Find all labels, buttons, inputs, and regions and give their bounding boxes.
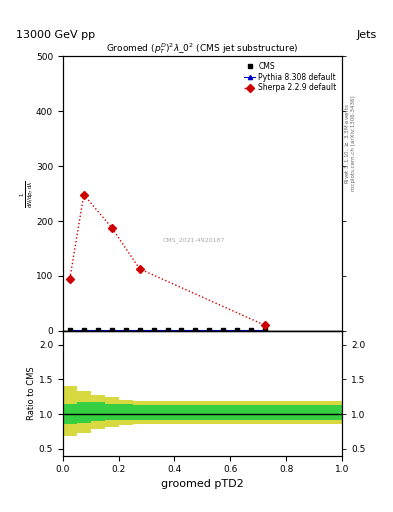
Text: 13000 GeV pp: 13000 GeV pp [16, 30, 95, 40]
Pythia 8.308 default [95, 327, 100, 333]
Pythia 8.308 default [81, 327, 86, 333]
Line: CMS: CMS [68, 327, 268, 332]
Sherpa 2.2.9 default [81, 191, 86, 198]
Pythia 8.308 default [249, 327, 253, 333]
Pythia 8.308 default [68, 327, 72, 333]
CMS [263, 327, 268, 333]
X-axis label: groomed pTD2: groomed pTD2 [161, 479, 244, 488]
Text: Rivet 3.1.10, $\geq$ 3.3M events: Rivet 3.1.10, $\geq$ 3.3M events [344, 103, 351, 184]
CMS [123, 327, 128, 333]
CMS [81, 327, 86, 333]
CMS [95, 327, 100, 333]
Line: Sherpa 2.2.9 default: Sherpa 2.2.9 default [67, 192, 268, 328]
CMS [165, 327, 170, 333]
Pythia 8.308 default [109, 327, 114, 333]
Line: Pythia 8.308 default: Pythia 8.308 default [68, 328, 267, 332]
CMS [235, 327, 240, 333]
Pythia 8.308 default [193, 327, 198, 333]
CMS [249, 327, 253, 333]
Pythia 8.308 default [123, 327, 128, 333]
Legend: CMS, Pythia 8.308 default, Sherpa 2.2.9 default: CMS, Pythia 8.308 default, Sherpa 2.2.9 … [242, 60, 338, 94]
CMS [221, 327, 226, 333]
Text: mcplots.cern.ch [arXiv:1306.3436]: mcplots.cern.ch [arXiv:1306.3436] [351, 96, 356, 191]
Sherpa 2.2.9 default [68, 275, 72, 282]
Pythia 8.308 default [207, 327, 212, 333]
Y-axis label: $\frac{1}{\mathrm{d}N/\mathrm{d}p_T\,\mathrm{d}\lambda}$: $\frac{1}{\mathrm{d}N/\mathrm{d}p_T\,\ma… [18, 180, 35, 207]
Pythia 8.308 default [137, 327, 142, 333]
Text: Jets: Jets [357, 30, 377, 40]
Pythia 8.308 default [235, 327, 240, 333]
Sherpa 2.2.9 default [109, 225, 114, 231]
CMS [193, 327, 198, 333]
Pythia 8.308 default [263, 327, 268, 333]
CMS [137, 327, 142, 333]
Sherpa 2.2.9 default [263, 323, 268, 329]
Pythia 8.308 default [221, 327, 226, 333]
Pythia 8.308 default [151, 327, 156, 333]
CMS [179, 327, 184, 333]
Sherpa 2.2.9 default [137, 266, 142, 272]
CMS [109, 327, 114, 333]
CMS [207, 327, 212, 333]
Text: CMS_2021-4920187: CMS_2021-4920187 [163, 238, 225, 243]
Y-axis label: Ratio to CMS: Ratio to CMS [27, 367, 36, 420]
CMS [68, 327, 72, 333]
Title: Groomed $(p_T^D)^2\lambda\_0^2$ (CMS jet substructure): Groomed $(p_T^D)^2\lambda\_0^2$ (CMS jet… [106, 41, 299, 56]
Pythia 8.308 default [165, 327, 170, 333]
CMS [151, 327, 156, 333]
Pythia 8.308 default [179, 327, 184, 333]
